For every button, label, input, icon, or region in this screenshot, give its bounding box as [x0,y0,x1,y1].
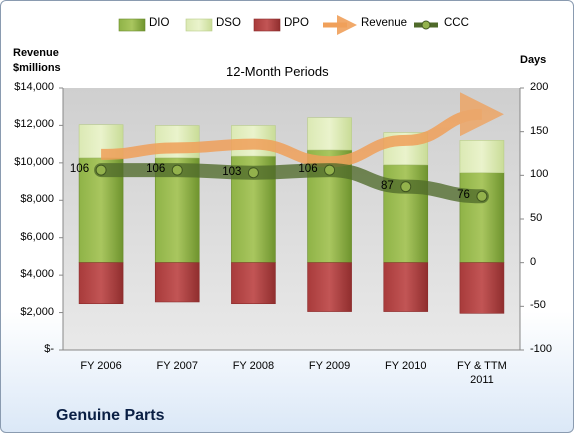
ccc-point [247,167,259,179]
left-axis-title: Revenue $millions [13,46,61,76]
category-label: FY 2006 [80,360,122,372]
ccc-data-label: 76 [457,189,470,202]
left-axis-title-line: $millions [13,62,61,74]
right-tick-label: 150 [530,124,549,137]
bar-dio [459,172,505,263]
right-tick-label: -100 [530,343,553,355]
company-name: Genuine Parts [56,407,165,424]
legend-swatch-dio [118,18,146,32]
left-tick-label: $10,000 [14,155,54,168]
right-tick-label: -50 [530,299,546,312]
category-label: FY 2009 [308,360,351,372]
category-label: FY 2007 [156,360,198,372]
left-tick-label: $14,000 [14,81,54,93]
ccc-data-label: 106 [146,163,166,176]
right-tick-label: 200 [530,81,549,93]
bar-dpo [383,262,429,312]
category-label: 2011 [470,374,494,386]
bar-dpo [231,262,276,305]
left-tick-label: $12,000 [14,118,54,131]
left-tick-label: $2,000 [20,305,54,318]
ccc-point [171,164,183,176]
category-label: FY & TTM [457,360,507,372]
legend-label-revenue: Revenue [361,17,408,29]
bar-dpo [459,262,505,314]
right-axis-title: Days [520,54,547,66]
ccc-data-label: 106 [298,163,318,176]
bar-dpo [154,262,200,303]
legend-label-ccc: CCC [444,17,469,29]
bar-dso [307,117,352,151]
ccc-data-label: 87 [380,179,394,192]
ccc-data-label: 103 [222,165,242,178]
ccc-data-label: 106 [69,163,90,176]
category-label: FY 2008 [232,360,275,372]
chart-title: 12-Month Periods [226,64,329,79]
ccc-line [94,163,489,204]
legend-label-dpo: DPO [284,17,309,29]
legend-label-dio: DIO [149,17,170,29]
ccc-point [95,164,107,176]
ccc-point [400,181,412,193]
left-tick-label: $8,000 [20,193,54,206]
category-label: FY 2010 [385,360,427,372]
ccc-point [476,190,488,202]
right-tick-label: 0 [530,255,537,268]
legend-swatch-dso [185,18,213,32]
legend-label-dso: DSO [216,17,241,29]
legend-swatch-dpo [253,18,281,32]
left-axis-title-line: Revenue [13,47,59,59]
bar-dpo [78,262,124,305]
revenue-line [101,92,504,168]
left-tick-label: $6,000 [20,230,54,243]
left-tick-label: $4,000 [20,268,54,281]
right-tick-label: 50 [530,212,543,224]
ccc-point [324,164,336,176]
legend-ccc-point [421,20,431,30]
right-tick-label: 100 [530,168,549,181]
bar-dso [459,140,505,174]
bar-dpo [307,262,352,312]
left-tick-label: $- [44,343,54,355]
